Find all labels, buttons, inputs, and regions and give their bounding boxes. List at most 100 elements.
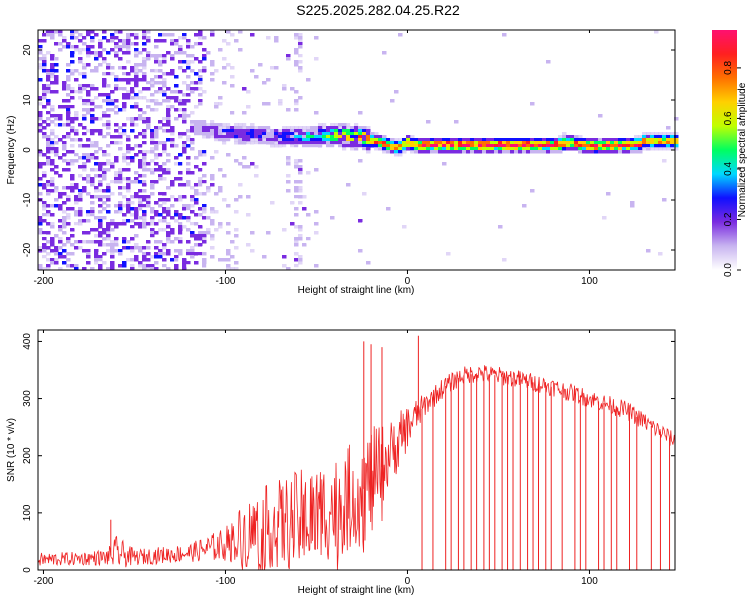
spectrogram-cell (294, 102, 299, 106)
spectrogram-cell (42, 135, 47, 139)
spectrogram-cell (58, 33, 63, 37)
spectrogram-cell (82, 135, 87, 139)
spectrogram-cell (198, 213, 203, 217)
spectrogram-cell (98, 267, 103, 271)
spectrogram-cell (130, 249, 135, 253)
spectrogram-cell (98, 147, 103, 151)
spectrogram-cell (326, 147, 331, 151)
spectrogram-cell (150, 207, 155, 211)
spectrogram-cell (166, 159, 171, 163)
spectrogram-cell (106, 99, 111, 103)
spectrogram-cell (194, 123, 199, 127)
spectrogram-cell (42, 186, 47, 190)
spectrogram-cell (266, 36, 271, 40)
spectrogram-cell (470, 147, 475, 151)
spectrogram-cell (194, 72, 199, 76)
spectrogram-cell (154, 102, 159, 106)
spectrogram-cell (210, 132, 215, 136)
spectrogram-cell (182, 267, 187, 271)
spectrogram-cell (70, 234, 75, 238)
spectrogram-cell (118, 30, 123, 34)
spectrogram-cell (234, 228, 239, 232)
spectrogram-cell (126, 81, 131, 85)
spectrogram-cell (330, 132, 335, 136)
spectrogram-cell (354, 141, 359, 145)
spectrogram-cell (590, 141, 595, 145)
spectrogram-cell (98, 255, 103, 259)
spectrogram-cell (134, 123, 139, 127)
spectrogram-cell (262, 102, 267, 106)
spectrogram-cell (150, 81, 155, 85)
spectrogram-cell (518, 141, 523, 145)
spectrogram-cell (66, 117, 71, 121)
spectrogram-cell (174, 75, 179, 79)
spectrogram-cell (234, 267, 239, 271)
spectrogram-cell (150, 210, 155, 214)
spectrogram-cell (134, 246, 139, 250)
spectrogram-cell (210, 33, 215, 37)
spectrogram-cell (166, 231, 171, 235)
spectrogram-cell (346, 183, 351, 187)
spectrogram-cell (70, 252, 75, 256)
spectrogram-cell (38, 165, 43, 169)
spectrogram-cell (162, 177, 167, 181)
spectrogram-cell (282, 84, 287, 88)
spectrogram-cell (386, 144, 391, 148)
spectrogram-cell (386, 147, 391, 151)
spectrogram-cell (298, 45, 303, 49)
spectrogram-cell (610, 150, 615, 154)
spectrogram-cell (286, 54, 291, 58)
spectrogram-cell (86, 159, 91, 163)
spectrogram-cell (402, 144, 407, 148)
spectrogram-cell (298, 177, 303, 181)
spectrogram-cell (118, 126, 123, 130)
spectrogram-cell (134, 36, 139, 40)
spectrogram-cell (410, 147, 415, 151)
spectrogram-cell (510, 138, 515, 142)
spectrogram-cell (126, 204, 131, 208)
spectrogram-cell (650, 147, 655, 151)
spectrogram-cell (130, 264, 135, 268)
spectrogram-cell (598, 138, 603, 142)
spectrogram-cell (342, 141, 347, 145)
spectrogram-cell (202, 150, 207, 154)
spectrogram-cell (182, 99, 187, 103)
spectrogram-cell (130, 120, 135, 124)
spectrogram-cell (122, 228, 127, 232)
spectrogram-cell (446, 252, 451, 256)
spectrogram-cell (142, 195, 147, 199)
spectrogram-cell (610, 141, 615, 145)
spectrogram-cell (278, 132, 283, 136)
spectrogram-cell (46, 84, 51, 88)
spectrogram-cell (362, 138, 367, 142)
spectrogram-cell (502, 33, 507, 37)
spectrogram-cell (294, 162, 299, 166)
spectrogram-cell (238, 183, 243, 187)
spectrogram-cell (150, 108, 155, 112)
spectrogram-cell (230, 66, 235, 70)
spectrogram-cell (454, 150, 459, 154)
spectrogram-cell (282, 129, 287, 133)
spectrogram-cell (114, 123, 119, 127)
spectrogram-cell (106, 63, 111, 67)
spectrogram-cell (130, 246, 135, 250)
spectrogram-cell (198, 102, 203, 106)
spectrogram-cell (194, 132, 199, 136)
spectrogram-cell (90, 108, 95, 112)
spectrogram-cell (38, 177, 43, 181)
spectrogram-cell (306, 144, 311, 148)
spectrogram-cell (182, 111, 187, 115)
spectrogram-cell (50, 63, 55, 67)
spectrogram-cell (118, 186, 123, 190)
spectrogram-cell (90, 228, 95, 232)
spectrogram-cell (130, 30, 135, 34)
spectrogram-cell (214, 210, 219, 214)
spectrogram-cell (98, 75, 103, 79)
spectrogram-cell (98, 42, 103, 46)
spectrogram-cell (370, 135, 375, 139)
spectrogram-cell (214, 228, 219, 232)
spectrogram-cell (110, 246, 115, 250)
spectrogram-cell (522, 141, 527, 145)
spectrogram-cell (446, 144, 451, 148)
spectrogram-cell (190, 186, 195, 190)
